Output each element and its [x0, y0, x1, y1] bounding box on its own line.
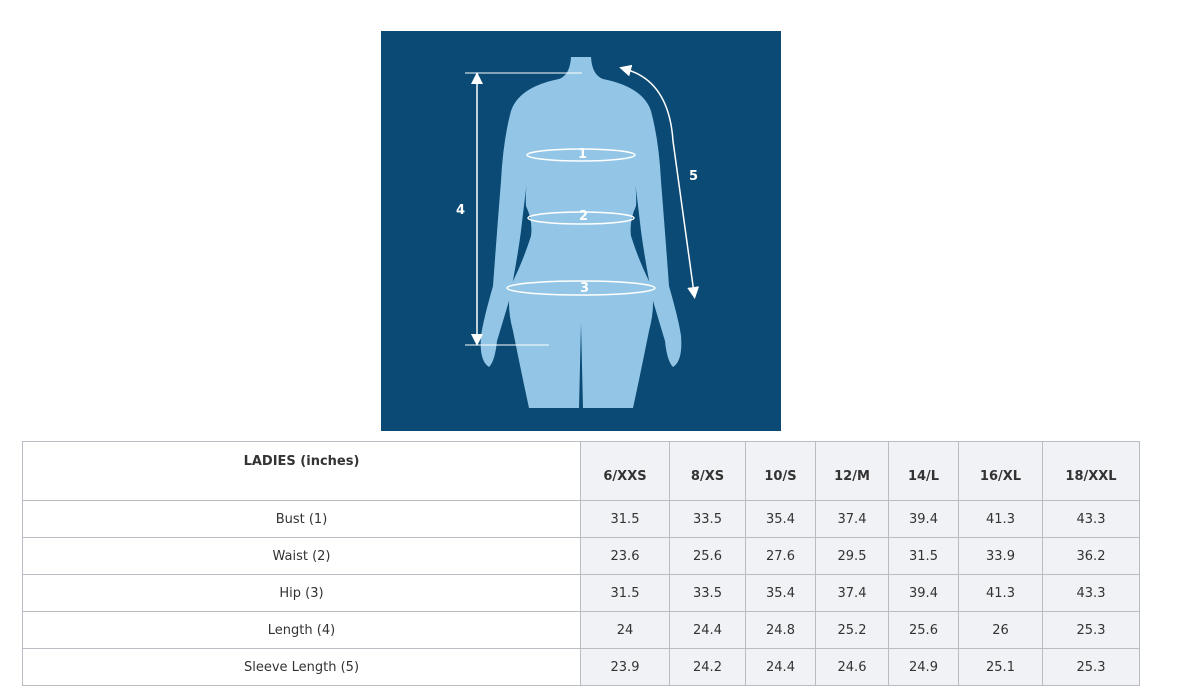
measurement-cell: 23.9 [580, 648, 670, 686]
measurement-cell: 39.4 [888, 500, 959, 538]
measurement-cell: 36.2 [1042, 537, 1140, 575]
sleeve-arrow [619, 64, 700, 299]
measurement-cell: 25.3 [1042, 648, 1140, 686]
label-3: 3 [580, 281, 589, 296]
measurement-cell: 25.3 [1042, 611, 1140, 649]
measurement-cell: 24.9 [888, 648, 959, 686]
label-2: 2 [579, 209, 588, 224]
measurement-cell: 24.6 [815, 648, 889, 686]
measurement-cell: 25.1 [958, 648, 1043, 686]
measurement-cell: 31.5 [888, 537, 959, 575]
size-header: 14/L [888, 441, 959, 501]
row-label: Bust (1) [22, 500, 581, 538]
measurement-cell: 43.3 [1042, 574, 1140, 612]
measurement-cell: 41.3 [958, 574, 1043, 612]
measurement-cell: 33.5 [669, 574, 746, 612]
size-chart-table: LADIES (inches) 6/XXS 8/XS 10/S 12/M 14/… [22, 441, 1140, 686]
size-header: 16/XL [958, 441, 1043, 501]
size-header: 6/XXS [580, 441, 670, 501]
label-1: 1 [578, 147, 587, 162]
measurement-cell: 24 [580, 611, 670, 649]
table-title: LADIES (inches) [22, 441, 581, 501]
measurement-cell: 37.4 [815, 574, 889, 612]
measurement-cell: 31.5 [580, 574, 670, 612]
measurement-cell: 25.6 [669, 537, 746, 575]
measurement-cell: 41.3 [958, 500, 1043, 538]
row-label: Waist (2) [22, 537, 581, 575]
table-row: Waist (2) 23.6 25.6 27.6 29.5 31.5 33.9 36.2 [22, 537, 1140, 575]
table-row: Hip (3) 31.5 33.5 35.4 37.4 39.4 41.3 43.3 [22, 574, 1140, 612]
measurement-diagram: 1 2 3 4 5 [381, 31, 781, 431]
size-header: 12/M [815, 441, 889, 501]
measurement-cell: 29.5 [815, 537, 889, 575]
measurement-cell: 35.4 [745, 574, 816, 612]
measurement-cell: 33.5 [669, 500, 746, 538]
label-5: 5 [689, 169, 698, 184]
measurement-cell: 37.4 [815, 500, 889, 538]
size-header: 18/XXL [1042, 441, 1140, 501]
measurement-cell: 24.4 [745, 648, 816, 686]
measurement-cell: 23.6 [580, 537, 670, 575]
measurement-cell: 43.3 [1042, 500, 1140, 538]
measurement-cell: 26 [958, 611, 1043, 649]
measurement-cell: 24.2 [669, 648, 746, 686]
measurement-cell: 24.4 [669, 611, 746, 649]
size-header: 8/XS [669, 441, 746, 501]
measurement-cell: 31.5 [580, 500, 670, 538]
measurement-cell: 33.9 [958, 537, 1043, 575]
row-label: Length (4) [22, 611, 581, 649]
measurement-cell: 25.2 [815, 611, 889, 649]
label-4: 4 [456, 203, 465, 218]
row-label: Sleeve Length (5) [22, 648, 581, 686]
measurement-cell: 35.4 [745, 500, 816, 538]
size-header: 10/S [745, 441, 816, 501]
table-header-row: LADIES (inches) 6/XXS 8/XS 10/S 12/M 14/… [22, 441, 1140, 501]
table-row: Length (4) 24 24.4 24.8 25.2 25.6 26 25.3 [22, 611, 1140, 649]
measurement-cell: 27.6 [745, 537, 816, 575]
table-row: Bust (1) 31.5 33.5 35.4 37.4 39.4 41.3 43.3 [22, 500, 1140, 538]
table-row: Sleeve Length (5) 23.9 24.2 24.4 24.6 24.9 25.… [22, 648, 1140, 686]
measurement-cell: 25.6 [888, 611, 959, 649]
measurement-cell: 39.4 [888, 574, 959, 612]
row-label: Hip (3) [22, 574, 581, 612]
measurement-cell: 24.8 [745, 611, 816, 649]
